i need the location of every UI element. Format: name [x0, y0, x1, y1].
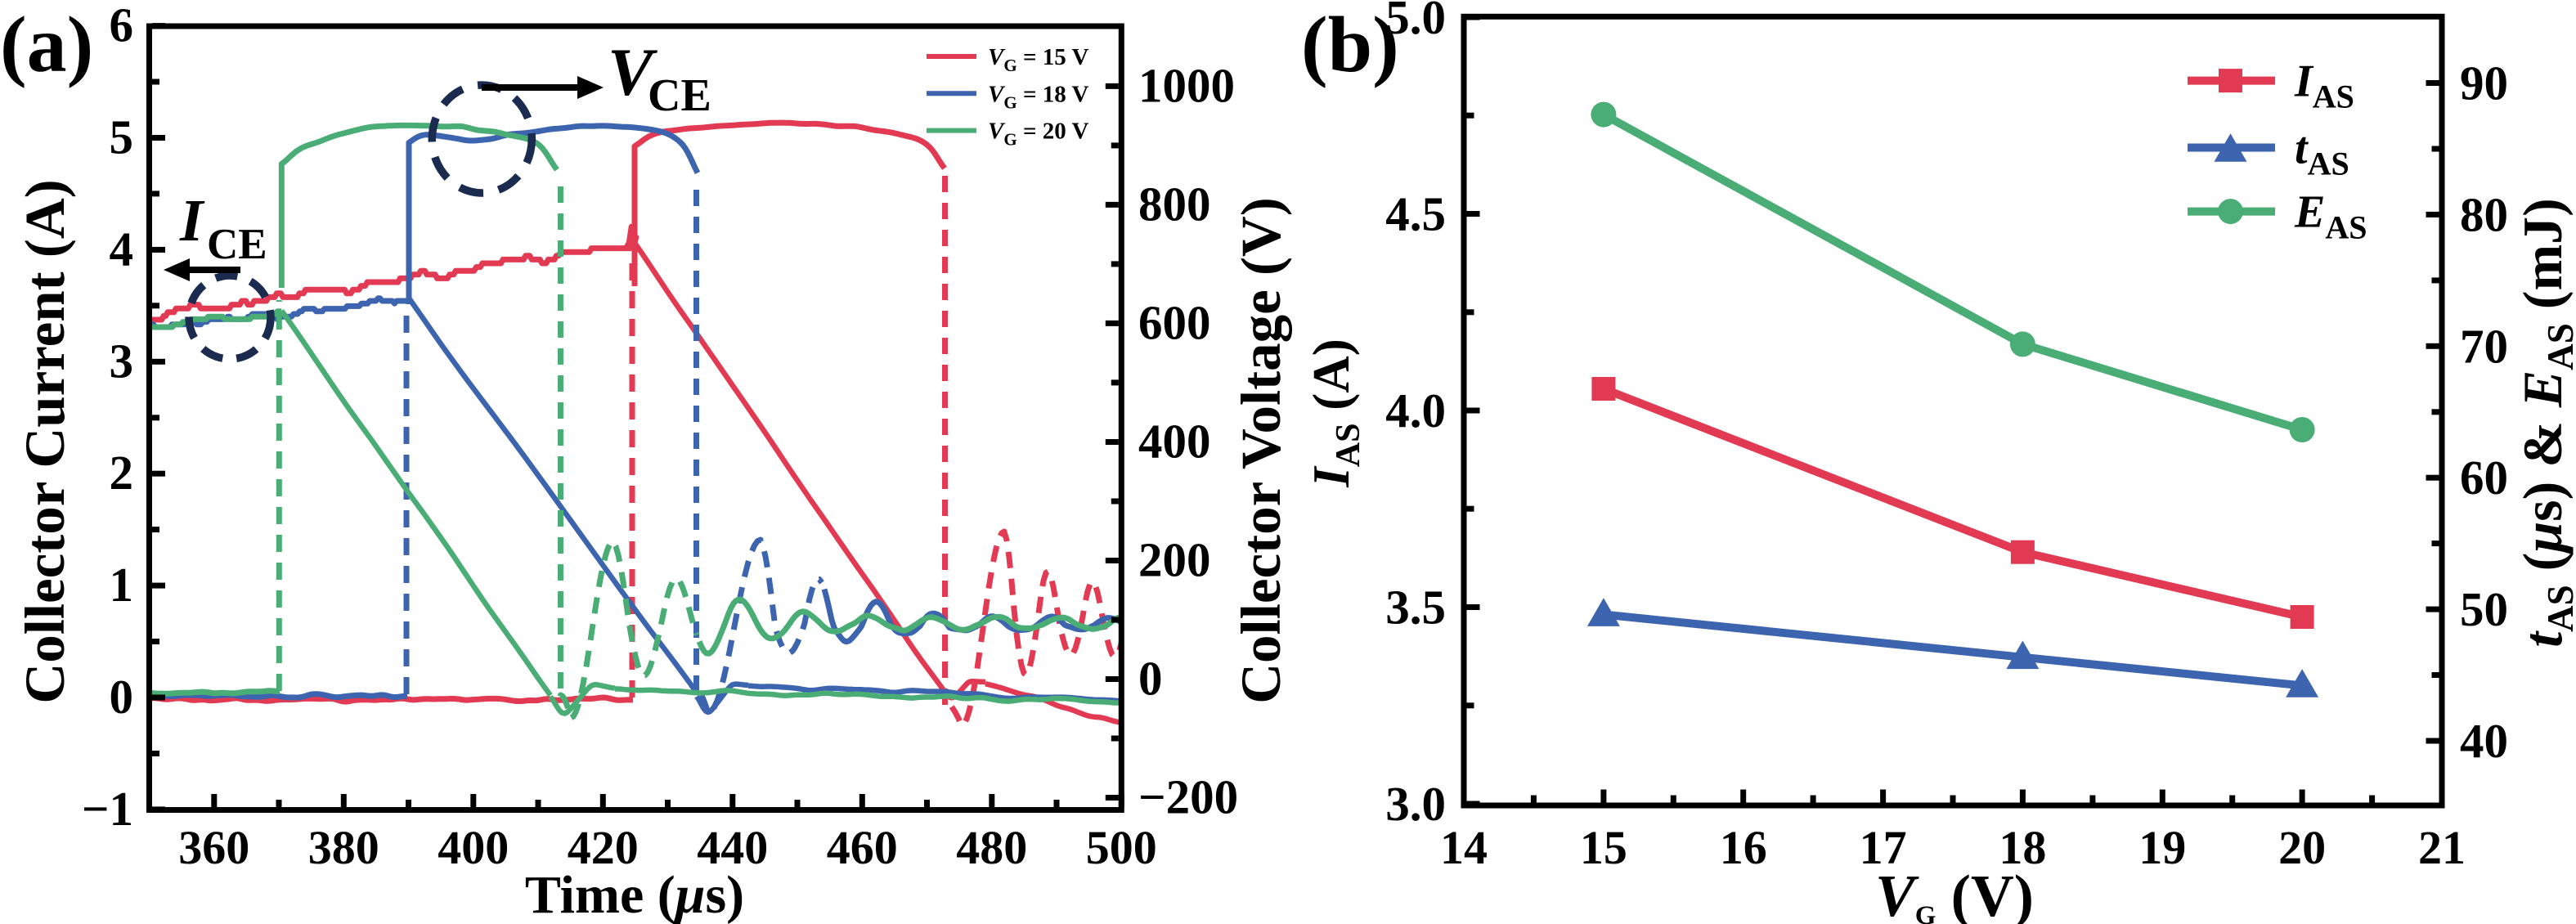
- svg-text:440: 440: [697, 821, 768, 874]
- svg-text:−1: −1: [82, 782, 133, 836]
- svg-text:3: 3: [110, 334, 134, 388]
- svg-text:400: 400: [438, 821, 509, 874]
- svg-text:5.0: 5.0: [1385, 0, 1446, 44]
- svg-text:tAS (μs) & EAS (mJ): tAS (μs) & EAS (mJ): [2511, 198, 2576, 648]
- svg-text:IAS (A): IAS (A): [1303, 339, 1367, 487]
- svg-text:800: 800: [1138, 177, 1211, 231]
- svg-text:360: 360: [178, 821, 249, 874]
- svg-text:VG = 20 V: VG = 20 V: [988, 119, 1088, 150]
- svg-text:460: 460: [827, 821, 898, 874]
- svg-text:600: 600: [1138, 295, 1211, 349]
- svg-text:400: 400: [1138, 414, 1211, 468]
- svg-text:V: V: [608, 34, 657, 110]
- svg-text:IAS: IAS: [2294, 56, 2354, 115]
- svg-text:3.5: 3.5: [1385, 581, 1446, 635]
- svg-text:5: 5: [110, 110, 134, 164]
- svg-text:CE: CE: [207, 221, 267, 268]
- svg-text:70: 70: [2460, 319, 2508, 373]
- svg-text:1000: 1000: [1138, 58, 1235, 112]
- svg-text:Collector Voltage (V): Collector Voltage (V): [1230, 197, 1292, 704]
- svg-text:15: 15: [1580, 821, 1627, 874]
- svg-text:14: 14: [1440, 821, 1488, 874]
- svg-text:0: 0: [1138, 652, 1163, 706]
- svg-text:200: 200: [1138, 532, 1211, 586]
- svg-text:Time (μs): Time (μs): [525, 865, 744, 924]
- svg-text:19: 19: [2138, 821, 2186, 874]
- svg-text:21: 21: [2418, 821, 2466, 874]
- svg-text:0: 0: [110, 670, 134, 724]
- svg-text:(b): (b): [1301, 1, 1399, 89]
- svg-text:CE: CE: [648, 70, 711, 121]
- svg-text:(a): (a): [0, 1, 93, 89]
- svg-text:EAS: EAS: [2294, 187, 2367, 246]
- svg-text:3.0: 3.0: [1385, 777, 1446, 831]
- svg-text:1: 1: [110, 558, 134, 612]
- svg-text:16: 16: [1720, 821, 1767, 874]
- svg-text:380: 380: [308, 821, 379, 874]
- svg-text:VG = 18 V: VG = 18 V: [988, 81, 1088, 112]
- svg-text:17: 17: [1860, 821, 1907, 874]
- svg-text:2: 2: [110, 446, 134, 500]
- svg-text:60: 60: [2460, 451, 2508, 505]
- svg-text:420: 420: [568, 821, 639, 874]
- svg-text:90: 90: [2460, 56, 2508, 110]
- svg-text:480: 480: [956, 821, 1027, 874]
- svg-text:6: 6: [110, 0, 134, 52]
- svg-text:I: I: [179, 187, 205, 253]
- svg-text:18: 18: [1999, 821, 2046, 874]
- svg-text:40: 40: [2460, 714, 2508, 768]
- svg-text:4.0: 4.0: [1385, 384, 1446, 437]
- svg-text:VG = 15 V: VG = 15 V: [988, 44, 1088, 75]
- svg-text:4.5: 4.5: [1385, 187, 1446, 241]
- svg-text:4: 4: [110, 222, 134, 276]
- svg-text:−200: −200: [1138, 770, 1238, 824]
- svg-text:VG (V): VG (V): [1875, 863, 2034, 924]
- svg-text:20: 20: [2278, 821, 2326, 874]
- svg-text:50: 50: [2460, 582, 2508, 636]
- svg-text:Collector Current (A): Collector Current (A): [14, 179, 76, 703]
- svg-text:500: 500: [1086, 821, 1157, 874]
- svg-text:80: 80: [2460, 187, 2508, 241]
- svg-text:tAS: tAS: [2295, 123, 2349, 182]
